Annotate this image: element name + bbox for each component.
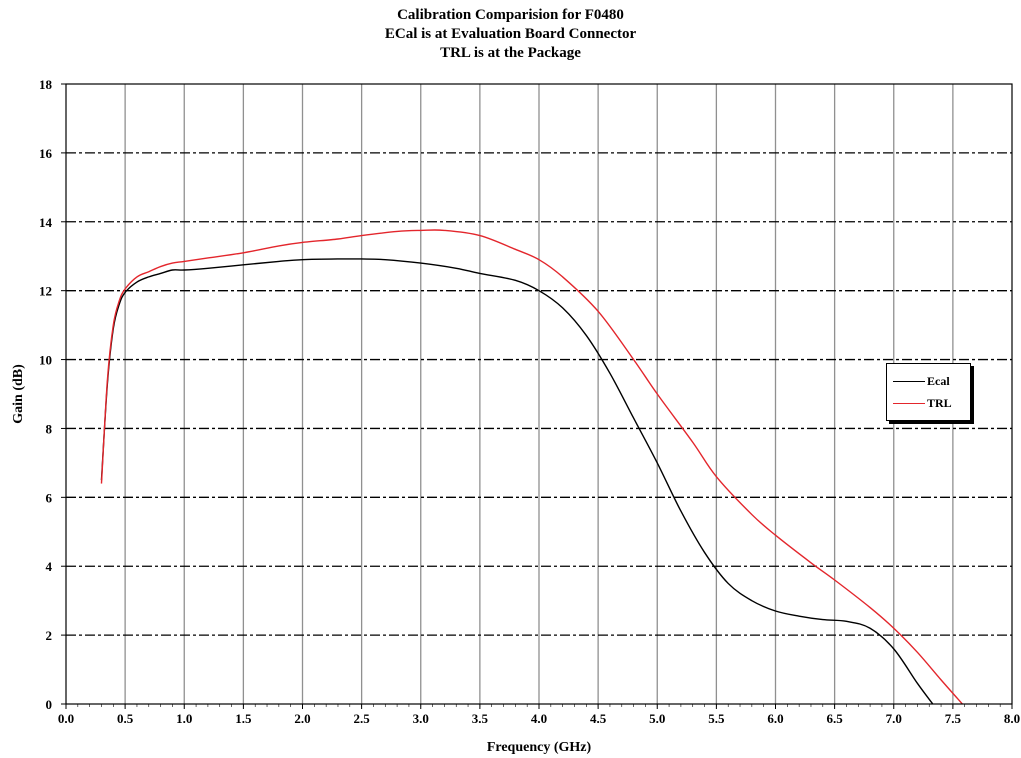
y-tick-label: 18 [39,77,53,92]
title-line-3: TRL is at the Package [440,45,581,61]
series-lines [100,229,963,705]
x-tick-label: 6.5 [827,711,844,726]
y-tick-label: 2 [46,628,53,643]
x-tick-label: 0.5 [117,711,134,726]
x-tick-label: 5.5 [708,711,725,726]
x-tick-label: 4.5 [590,711,607,726]
legend-entry-ecal: Ecal [893,370,964,392]
y-axis-label: Gain (dB) [11,364,26,424]
y-tick-label: 10 [39,353,52,368]
x-tick-label: 7.0 [886,711,902,726]
legend-entry-trl: TRL [893,392,964,414]
y-tick-label: 6 [46,490,53,505]
x-tick-label: 8.0 [1004,711,1020,726]
y-tick-label: 8 [46,421,53,436]
legend-label-ecal: Ecal [927,373,950,388]
x-tick-label: 4.0 [531,711,547,726]
x-tick-label: 1.5 [235,711,252,726]
x-tick-label: 3.5 [472,711,489,726]
series-line-ecal [100,258,934,705]
y-tick-label: 4 [46,559,53,574]
x-tick-label: 1.0 [176,711,192,726]
title-line-1: Calibration Comparision for F0480 [397,7,624,23]
tick-labels: 0.0 0.5 1.0 1.5 2.0 2.5 3.0 3.5 4.0 4.5 5.0 5.5 6.0 6… [39,77,1020,726]
x-tick-label: 2.5 [354,711,371,726]
y-tick-label: 12 [39,284,52,299]
legend-label-trl: TRL [927,395,952,410]
x-tick-label: 0.0 [58,711,74,726]
y-tick-label: 16 [39,146,53,161]
y-tick-label: 14 [39,215,53,230]
x-tick-label: 2.0 [294,711,310,726]
legend: Ecal TRL [886,363,971,421]
chart-title: Calibration Comparision for F0480 ECal i… [0,6,1021,63]
legend-swatch-trl [893,402,925,404]
legend-swatch-ecal [893,380,925,382]
y-tick-label: 0 [46,697,53,712]
x-tick-label: 6.0 [767,711,783,726]
title-line-2: ECal is at Evaluation Board Connector [384,26,637,42]
plot-area-frame [65,83,1013,705]
x-tick-label: 5.0 [649,711,665,726]
series-line-trl [100,229,963,705]
grid [61,83,1013,709]
x-tick-label: 7.5 [945,711,962,726]
x-axis-label: Frequency (GHz) [487,740,592,755]
x-tick-label: 3.0 [413,711,429,726]
